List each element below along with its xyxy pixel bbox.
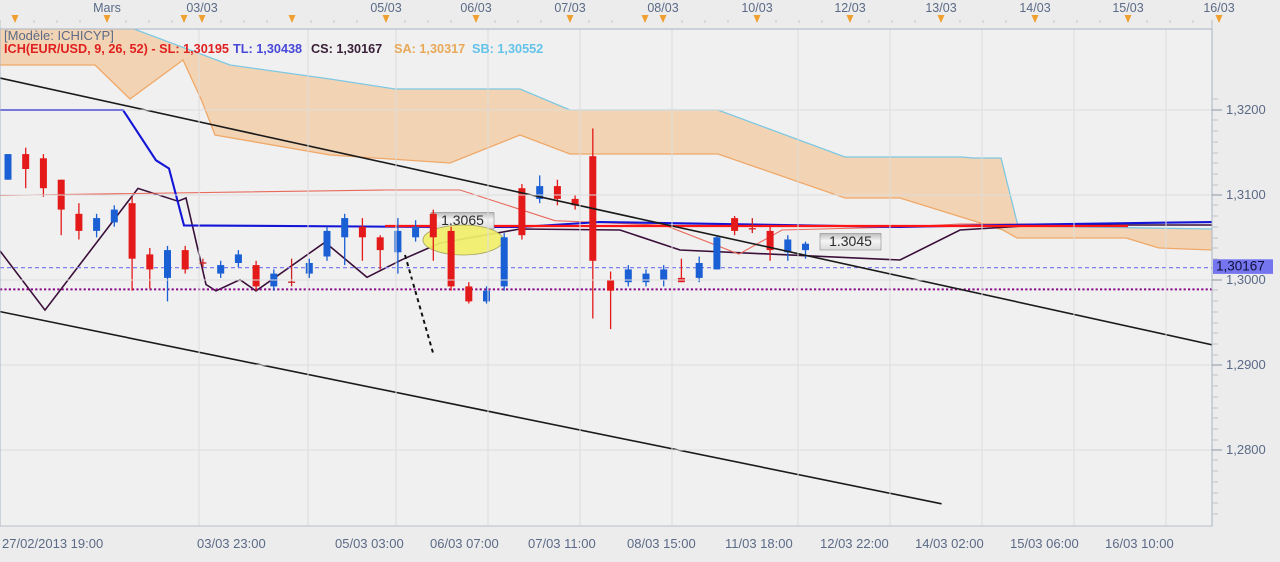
svg-text:03/03: 03/03 bbox=[186, 1, 217, 15]
svg-text:SB: 1,30552: SB: 1,30552 bbox=[472, 42, 543, 56]
svg-text:07/03: 07/03 bbox=[554, 1, 585, 15]
svg-text:1,2900: 1,2900 bbox=[1226, 357, 1266, 372]
svg-text:06/03: 06/03 bbox=[460, 1, 491, 15]
svg-text:1.3045: 1.3045 bbox=[829, 233, 872, 249]
svg-text:12/03 22:00: 12/03 22:00 bbox=[820, 536, 889, 551]
svg-text:14/03 02:00: 14/03 02:00 bbox=[915, 536, 984, 551]
svg-text:05/03: 05/03 bbox=[370, 1, 401, 15]
svg-text:11/03 18:00: 11/03 18:00 bbox=[725, 536, 793, 551]
svg-text:03/03 23:00: 03/03 23:00 bbox=[197, 536, 266, 551]
svg-text:Mars: Mars bbox=[93, 1, 121, 15]
svg-text:1,3200: 1,3200 bbox=[1226, 102, 1266, 117]
svg-text:1,2800: 1,2800 bbox=[1226, 442, 1266, 457]
svg-text:05/03 03:00: 05/03 03:00 bbox=[335, 536, 404, 551]
svg-text:1,3100: 1,3100 bbox=[1226, 187, 1266, 202]
svg-text:16/03: 16/03 bbox=[1203, 1, 1234, 15]
svg-text:14/03: 14/03 bbox=[1019, 1, 1050, 15]
svg-text:1,30167: 1,30167 bbox=[1216, 259, 1265, 274]
svg-text:06/03 07:00: 06/03 07:00 bbox=[430, 536, 499, 551]
svg-text:13/03: 13/03 bbox=[925, 1, 956, 15]
svg-text:08/03 15:00: 08/03 15:00 bbox=[627, 536, 696, 551]
svg-text:08/03: 08/03 bbox=[647, 1, 678, 15]
svg-text:27/02/2013 19:00: 27/02/2013 19:00 bbox=[2, 536, 103, 551]
svg-text:[Modèle: ICHICYP]: [Modèle: ICHICYP] bbox=[4, 28, 114, 43]
svg-text:15/03 06:00: 15/03 06:00 bbox=[1010, 536, 1079, 551]
svg-text:07/03 11:00: 07/03 11:00 bbox=[528, 536, 596, 551]
svg-text:16/03 10:00: 16/03 10:00 bbox=[1105, 536, 1174, 551]
svg-text:1,3000: 1,3000 bbox=[1226, 272, 1266, 287]
svg-text:CS: 1,30167: CS: 1,30167 bbox=[311, 42, 382, 56]
svg-text:TL: 1,30438: TL: 1,30438 bbox=[233, 42, 302, 56]
svg-text:15/03: 15/03 bbox=[1112, 1, 1143, 15]
svg-text:12/03: 12/03 bbox=[834, 1, 865, 15]
svg-text:10/03: 10/03 bbox=[741, 1, 772, 15]
svg-text:ICH(EUR/USD, 9, 26, 52) - SL:: ICH(EUR/USD, 9, 26, 52) - SL: 1,30195 bbox=[4, 42, 229, 56]
svg-text:SA: 1,30317: SA: 1,30317 bbox=[394, 42, 465, 56]
